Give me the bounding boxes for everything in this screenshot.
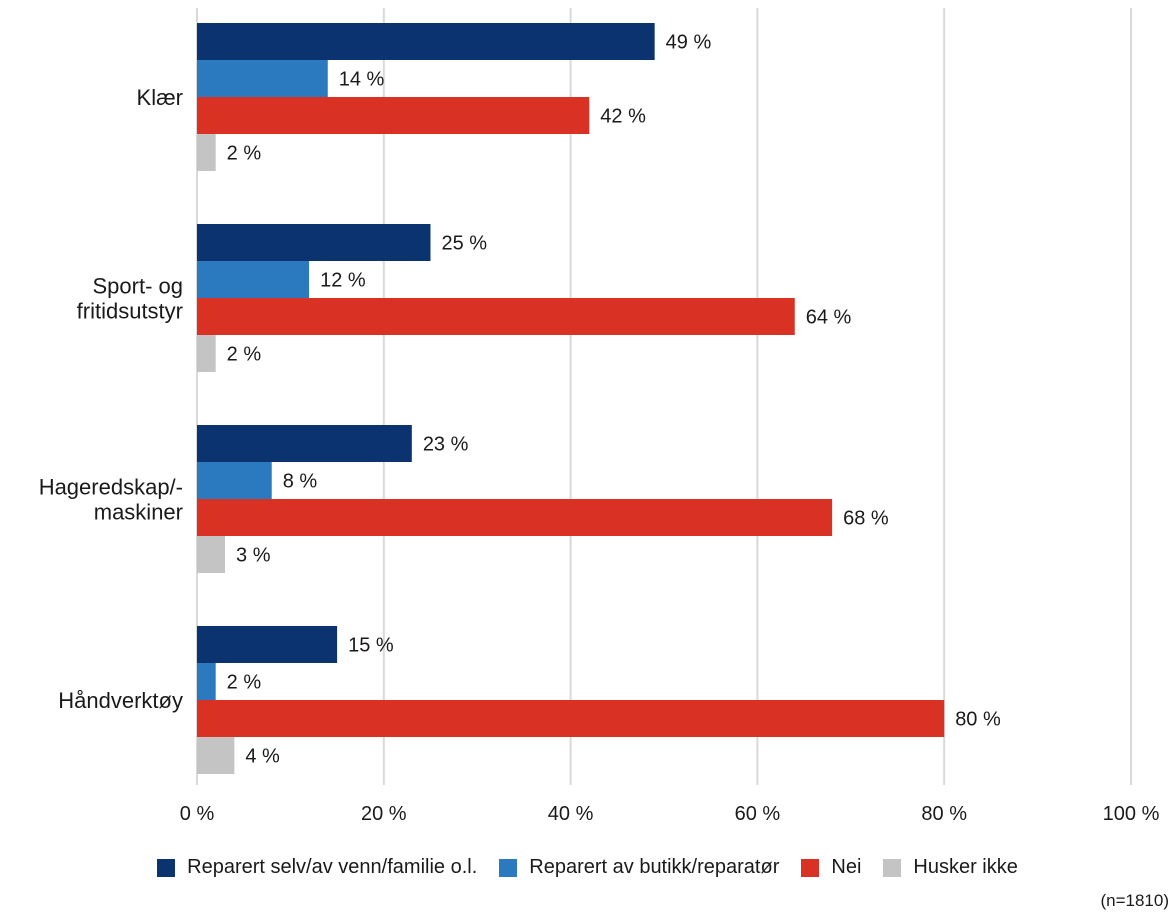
bar [197,97,590,134]
bar [197,298,795,335]
x-tick-label: 60 % [735,803,781,825]
bar [197,462,272,499]
bar [197,134,216,171]
bar [197,23,655,60]
bar [197,663,216,700]
category-label: Klær [137,85,183,110]
data-label: 15 % [348,635,394,657]
data-label: 14 % [339,69,385,91]
bars [197,23,945,774]
bar [197,425,412,462]
x-tick-label: 80 % [921,803,967,825]
legend-swatch [883,858,902,877]
x-tick-label: 0 % [180,803,215,825]
legend-swatch [801,858,820,877]
legend-label: Nei [831,856,862,878]
legend-item: Reparert selv/av venn/familie o.l. [157,856,477,879]
data-label: 2 % [227,344,262,366]
value-labels: 49 % 25 % 23 % 15 % 14 % 12 % 8 % 2 % 42 % 64 % 68… [227,32,1001,768]
sample-size-note: (n=1810) [1100,891,1169,910]
legend-item: Reparert av butikk/reparatør [499,856,779,879]
data-label: 23 % [423,434,469,456]
legend-item: Nei [801,856,861,879]
bar [197,335,216,372]
legend-swatch [499,858,518,877]
legend-label: Reparert av butikk/reparatør [529,856,780,878]
bar [197,737,235,774]
legend: Reparert selv/av venn/familie o.l. Repare… [0,856,1175,879]
bar [197,700,945,737]
category-label: Håndverktøy [58,688,183,713]
data-label: 49 % [666,32,712,54]
legend-item: Husker ikke [883,856,1018,879]
data-label: 4 % [245,746,280,768]
bar [197,261,310,298]
data-label: 42 % [600,106,646,128]
legend-label: Husker ikke [913,856,1018,878]
bar [197,60,328,97]
y-axis: Klær Sport- og fritidsutstyr Hageredskap/-m… [39,85,183,713]
data-label: 25 % [442,233,488,255]
data-label: 3 % [236,545,271,567]
category-label: Hageredskap/-maskiner [39,475,183,525]
bar [197,224,431,261]
x-tick-label: 20 % [361,803,407,825]
bar [197,499,833,536]
legend-swatch [157,858,176,877]
data-label: 12 % [320,270,366,292]
bar [197,626,338,663]
data-label: 64 % [806,307,852,329]
bar [197,536,226,573]
data-label: 2 % [227,143,262,165]
x-tick-label: 40 % [548,803,594,825]
category-label: Sport- og fritidsutstyr [77,274,183,324]
data-label: 68 % [843,508,889,530]
data-label: 2 % [227,672,262,694]
data-label: 8 % [283,471,318,493]
x-axis: 0 % 20 % 40 % 60 % 80 % 100 % [180,803,1160,825]
data-label: 80 % [955,709,1001,731]
legend-label: Reparert selv/av venn/familie o.l. [187,856,478,878]
x-tick-label: 100 % [1103,803,1160,825]
